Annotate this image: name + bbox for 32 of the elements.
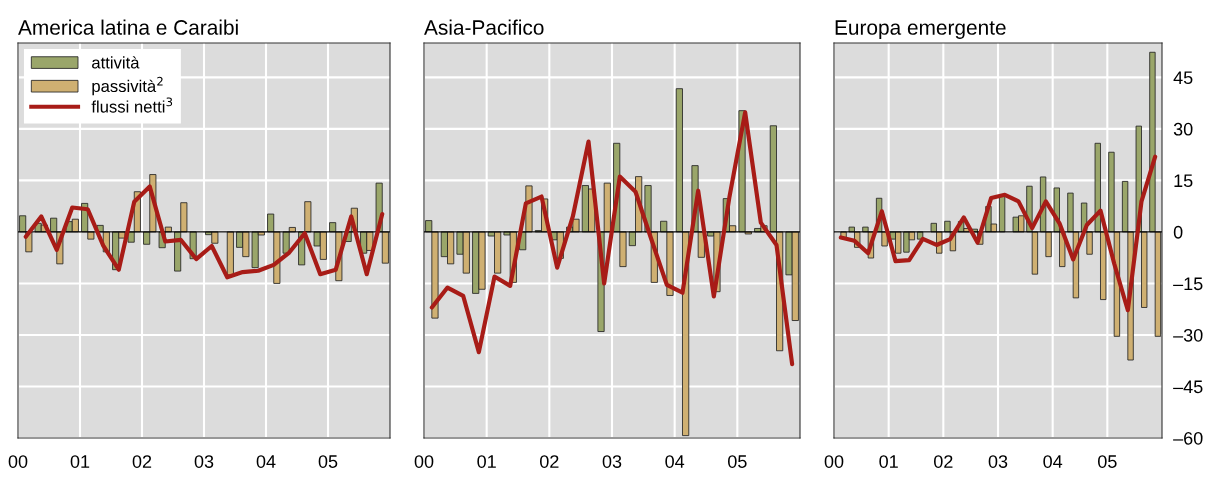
x-tick-label: 03 <box>602 455 622 468</box>
x-tick-label: 01 <box>477 455 496 468</box>
x-tick-label: 00 <box>414 455 434 468</box>
legend-label: passività$^{2}$ <box>92 76 163 96</box>
y-tick-label: –60 <box>1173 431 1203 445</box>
x-tick-label: 03 <box>194 455 214 468</box>
x-tick-label: 04 <box>256 455 276 468</box>
y-tick-label: 0 <box>1173 225 1183 239</box>
chart-title: Asia-Pacifico <box>424 19 544 35</box>
chart-title: America latina e Caraibi <box>18 19 238 35</box>
y-tick-label: –30 <box>1173 328 1203 342</box>
x-tick-label: 04 <box>1043 455 1063 468</box>
x-tick-label: 03 <box>988 455 1008 468</box>
x-tick-label: 00 <box>8 455 28 468</box>
x-tick-label: 02 <box>540 455 559 468</box>
y-tick-label: 15 <box>1174 174 1193 188</box>
x-tick-label: 05 <box>1098 455 1117 468</box>
x-tick-label: 01 <box>879 455 898 468</box>
x-tick-label: 01 <box>70 455 90 468</box>
legend-label: flussi netti$^{3}$ <box>91 97 173 113</box>
y-tick-label: 45 <box>1173 71 1193 85</box>
x-tick-label: 05 <box>318 455 338 468</box>
x-tick-label: 04 <box>665 455 685 468</box>
y-tick-label: –15 <box>1173 277 1203 291</box>
y-tick-label: –45 <box>1173 380 1203 394</box>
x-tick-label: 02 <box>132 455 152 468</box>
x-tick-label: 00 <box>824 455 844 468</box>
x-tick-label: 05 <box>728 455 747 468</box>
legend-label: attività <box>92 56 140 69</box>
x-tick-label: 02 <box>934 455 953 468</box>
y-tick-label: 30 <box>1173 122 1193 136</box>
chart-title: Europa emergente <box>835 20 1006 39</box>
